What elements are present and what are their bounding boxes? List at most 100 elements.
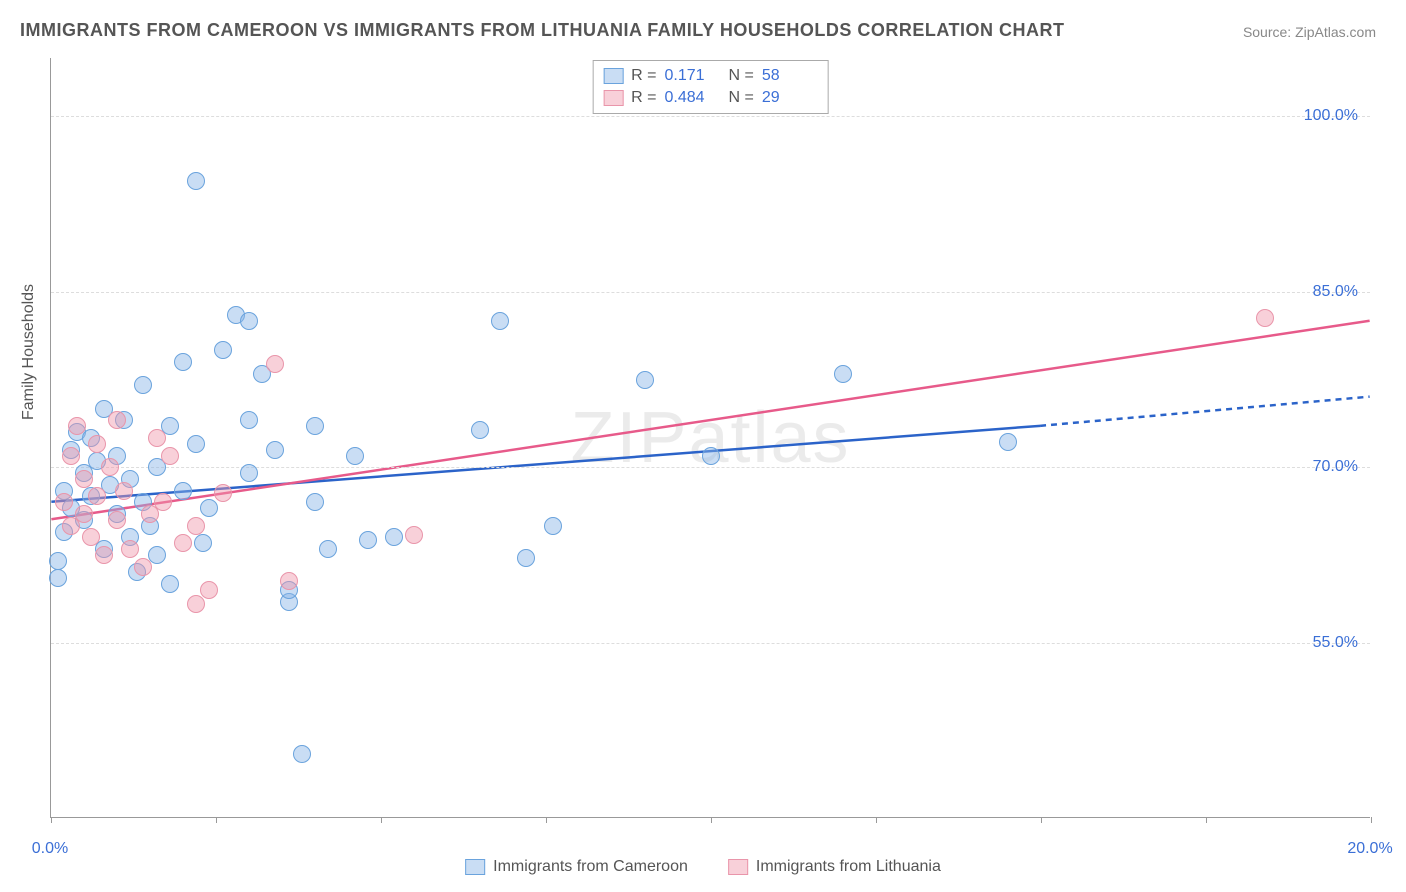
x-tick xyxy=(546,817,547,823)
data-point xyxy=(214,484,232,502)
data-point xyxy=(319,540,337,558)
x-tick xyxy=(381,817,382,823)
legend-swatch xyxy=(603,68,623,84)
data-point xyxy=(200,499,218,517)
x-tick xyxy=(216,817,217,823)
data-point xyxy=(82,528,100,546)
data-point xyxy=(161,575,179,593)
data-point xyxy=(346,447,364,465)
data-point xyxy=(161,447,179,465)
data-point xyxy=(280,572,298,590)
stats-legend: R = 0.171 N = 58 R = 0.484 N = 29 xyxy=(592,60,829,114)
page-title: IMMIGRANTS FROM CAMEROON VS IMMIGRANTS F… xyxy=(20,20,1064,41)
legend-stat-row: R = 0.171 N = 58 xyxy=(603,65,818,87)
data-point xyxy=(491,312,509,330)
data-point xyxy=(405,526,423,544)
data-point xyxy=(68,417,86,435)
legend-r-value: 0.171 xyxy=(665,67,721,85)
legend-n-label: N = xyxy=(729,89,754,107)
data-point xyxy=(187,172,205,190)
data-point xyxy=(134,376,152,394)
legend-swatch xyxy=(603,90,623,106)
data-point xyxy=(306,493,324,511)
grid-line xyxy=(51,116,1370,117)
data-point xyxy=(266,355,284,373)
x-tick-label: 20.0% xyxy=(1347,840,1392,858)
data-point xyxy=(115,482,133,500)
data-point xyxy=(240,411,258,429)
data-point xyxy=(134,558,152,576)
data-point xyxy=(49,552,67,570)
y-tick-label: 55.0% xyxy=(1313,634,1358,652)
y-axis-label: Family Households xyxy=(20,284,38,420)
data-point xyxy=(174,482,192,500)
data-point xyxy=(108,411,126,429)
data-point xyxy=(95,546,113,564)
data-point xyxy=(187,435,205,453)
series-legend-label: Immigrants from Lithuania xyxy=(756,858,941,876)
data-point xyxy=(385,528,403,546)
data-point xyxy=(517,549,535,567)
grid-line xyxy=(51,292,1370,293)
data-point xyxy=(187,517,205,535)
y-tick-label: 70.0% xyxy=(1313,458,1358,476)
grid-line xyxy=(51,643,1370,644)
legend-r-label: R = xyxy=(631,67,656,85)
data-point xyxy=(544,517,562,535)
x-tick xyxy=(876,817,877,823)
legend-n-value: 58 xyxy=(762,67,818,85)
data-point xyxy=(75,505,93,523)
data-point xyxy=(200,581,218,599)
data-point xyxy=(187,595,205,613)
x-tick xyxy=(1371,817,1372,823)
series-legend-label: Immigrants from Cameroon xyxy=(493,858,688,876)
x-tick xyxy=(1206,817,1207,823)
trend-lines-svg xyxy=(51,58,1370,817)
data-point xyxy=(240,464,258,482)
data-point xyxy=(174,353,192,371)
legend-stat-row: R = 0.484 N = 29 xyxy=(603,87,818,109)
data-point xyxy=(108,511,126,529)
data-point xyxy=(101,458,119,476)
data-point xyxy=(999,433,1017,451)
data-point xyxy=(293,745,311,763)
data-point xyxy=(49,569,67,587)
series-legend: Immigrants from Cameroon Immigrants from … xyxy=(465,858,941,876)
y-tick-label: 100.0% xyxy=(1304,107,1358,125)
data-point xyxy=(55,493,73,511)
legend-swatch xyxy=(465,859,485,875)
data-point xyxy=(214,341,232,359)
data-point xyxy=(1256,309,1274,327)
watermark-text: ZIPatlas xyxy=(570,397,850,479)
data-point xyxy=(266,441,284,459)
data-point xyxy=(88,435,106,453)
data-point xyxy=(75,470,93,488)
data-point xyxy=(154,493,172,511)
data-point xyxy=(359,531,377,549)
legend-swatch xyxy=(728,859,748,875)
x-tick xyxy=(1041,817,1042,823)
series-legend-item: Immigrants from Cameroon xyxy=(465,858,688,876)
x-tick-label: 0.0% xyxy=(32,840,68,858)
x-tick xyxy=(711,817,712,823)
legend-r-label: R = xyxy=(631,89,656,107)
data-point xyxy=(240,312,258,330)
x-tick xyxy=(51,817,52,823)
legend-n-value: 29 xyxy=(762,89,818,107)
data-point xyxy=(148,429,166,447)
legend-r-value: 0.484 xyxy=(665,89,721,107)
data-point xyxy=(174,534,192,552)
data-point xyxy=(88,487,106,505)
data-point xyxy=(702,447,720,465)
scatter-plot: ZIPatlas R = 0.171 N = 58 R = 0.484 N = 29 55.0… xyxy=(50,58,1370,818)
data-point xyxy=(62,447,80,465)
data-point xyxy=(306,417,324,435)
legend-n-label: N = xyxy=(729,67,754,85)
data-point xyxy=(636,371,654,389)
data-point xyxy=(121,540,139,558)
series-legend-item: Immigrants from Lithuania xyxy=(728,858,941,876)
data-point xyxy=(834,365,852,383)
source-label: Source: ZipAtlas.com xyxy=(1243,24,1376,40)
data-point xyxy=(471,421,489,439)
y-tick-label: 85.0% xyxy=(1313,283,1358,301)
